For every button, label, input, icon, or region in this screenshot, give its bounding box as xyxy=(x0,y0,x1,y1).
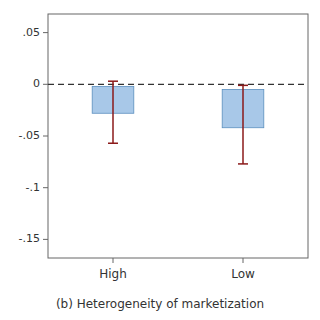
y-tick xyxy=(43,32,48,33)
error-bar-cap-high xyxy=(108,80,118,82)
y-tick xyxy=(43,84,48,85)
y-tick-label: 0 xyxy=(33,77,40,90)
chart: -.15 -.1 -.05 0 .05 High Low (b) Heterogeneity … xyxy=(0,0,320,320)
error-bar-cap-low xyxy=(108,142,118,144)
x-tick-label: Low xyxy=(231,267,255,281)
x-tick xyxy=(113,258,114,263)
y-tick-label: -.15 xyxy=(19,232,40,245)
error-bar-cap-high xyxy=(238,85,248,87)
y-tick-label: .05 xyxy=(23,26,41,39)
chart-container: -.15 -.1 -.05 0 .05 High Low (b) Heterogeneity … xyxy=(0,0,320,320)
error-bar-stem xyxy=(242,85,244,164)
reference-line xyxy=(48,84,308,85)
y-tick-label: -.05 xyxy=(19,129,40,142)
data-marks xyxy=(48,81,308,164)
plot-frame xyxy=(48,14,308,258)
y-tick xyxy=(43,136,48,137)
error-bar-cap-low xyxy=(238,163,248,165)
x-tick xyxy=(243,258,244,263)
x-axis: High Low xyxy=(99,258,255,281)
y-axis: -.15 -.1 -.05 0 .05 xyxy=(19,26,48,246)
x-tick-label: High xyxy=(99,267,127,281)
error-bar xyxy=(108,81,118,143)
error-bar xyxy=(238,85,248,164)
page: {"chart_data": {"type": "bar", "categori… xyxy=(0,0,320,320)
y-tick xyxy=(43,187,48,188)
y-tick xyxy=(43,239,48,240)
error-bar-stem xyxy=(112,81,114,143)
y-tick-label: -.1 xyxy=(26,181,40,194)
caption: (b) Heterogeneity of marketization xyxy=(56,297,264,311)
